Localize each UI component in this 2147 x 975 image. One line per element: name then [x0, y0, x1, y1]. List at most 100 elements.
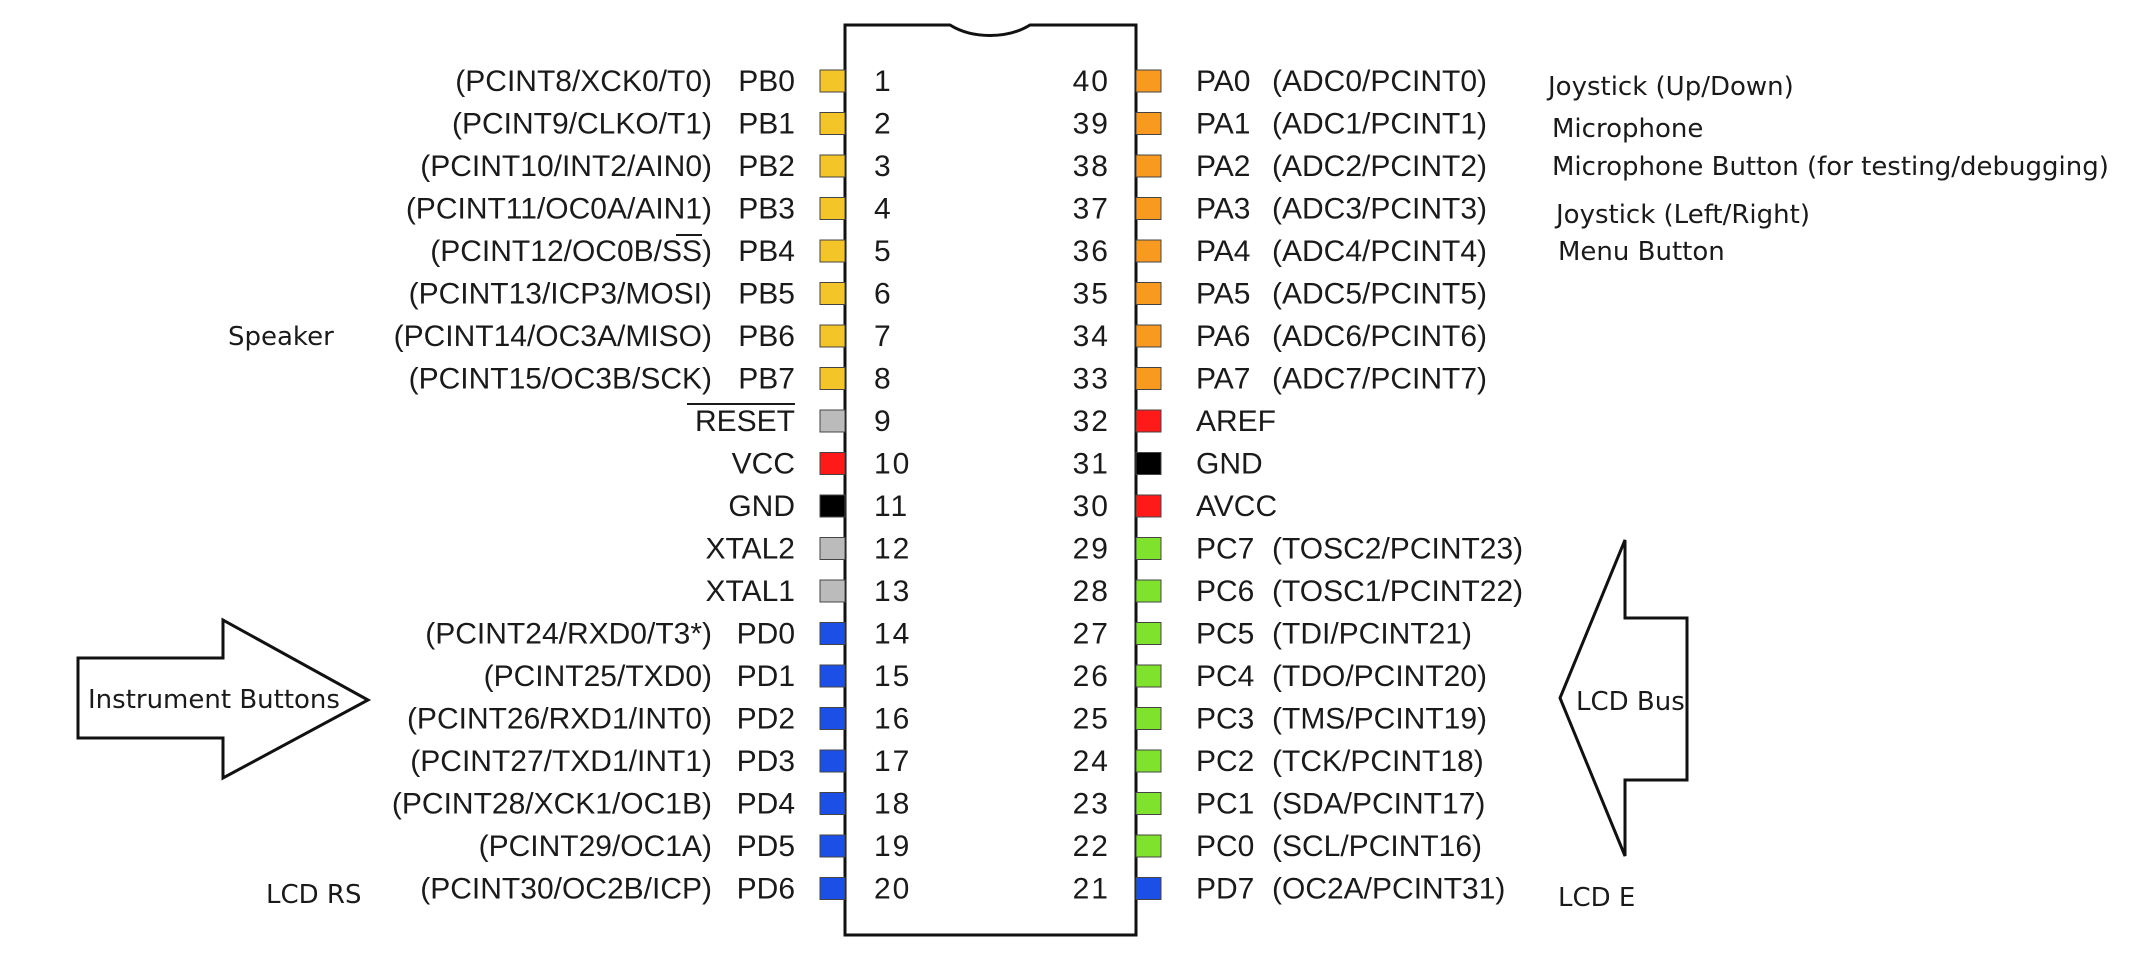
pin-name: PC0 — [1196, 830, 1254, 863]
pin-name: PB1 — [738, 108, 795, 141]
pin-number: 28 — [1073, 575, 1110, 608]
pin-40: 40 PA0 (ADC0/PCINT0) — [1073, 65, 1487, 98]
pin-number: 5 — [874, 235, 893, 268]
pin-name: PC3 — [1196, 703, 1254, 736]
pin-36: 36 PA4 (ADC4/PCINT4) — [1073, 235, 1487, 268]
note-joystick-up-down: Joystick (Up/Down) — [1546, 72, 1794, 102]
pin-number: 26 — [1073, 660, 1110, 693]
pin-number: 14 — [874, 618, 911, 651]
pin-name: AVCC — [1196, 490, 1277, 523]
pin-function: (PCINT25/TXD0) — [484, 660, 712, 693]
note-lcd-rs: LCD RS — [266, 880, 362, 910]
pin-marker — [819, 664, 846, 688]
pin-number: 25 — [1073, 703, 1110, 736]
pin-function: (ADC5/PCINT5) — [1272, 278, 1487, 311]
pin-name: PA3 — [1196, 193, 1250, 226]
pin-2: 2 PB1 (PCINT9/CLKO/T1) — [452, 108, 891, 141]
pin-marker — [1135, 324, 1162, 348]
pin-3: 3 PB2 (PCINT10/INT2/AIN0) — [420, 150, 893, 183]
pin-function: (PCINT13/ICP3/MOSI) — [409, 278, 712, 311]
pin-name: RESET — [695, 405, 795, 438]
pin-20: 20 PD6 (PCINT30/OC2B/ICP) — [420, 873, 911, 906]
pin-name: PA1 — [1196, 108, 1250, 141]
pin-marker — [819, 69, 846, 93]
pin-number: 17 — [874, 745, 911, 778]
pin-marker — [1135, 579, 1162, 603]
pin-number: 24 — [1073, 745, 1110, 778]
pin-number: 20 — [874, 873, 911, 906]
pin-function: (PCINT12/OC0B/SS) — [430, 235, 712, 268]
note-lcd-e: LCD E — [1558, 883, 1635, 913]
chip-body — [843, 23, 1138, 937]
pin-function: (PCINT8/XCK0/T0) — [455, 65, 712, 98]
pin-name: PB5 — [738, 278, 795, 311]
pin-marker — [819, 324, 846, 348]
pin-number: 22 — [1073, 830, 1110, 863]
pin-function: (TDI/PCINT21) — [1272, 618, 1472, 651]
pin-4: 4 PB3 (PCINT11/OC0A/AIN1) — [406, 193, 891, 226]
pin-name: PD5 — [737, 830, 795, 863]
pin-marker — [819, 367, 846, 390]
pin-function: (PCINT30/OC2B/ICP) — [420, 873, 712, 906]
pin-function: (PCINT11/OC0A/AIN1) — [406, 193, 712, 226]
pin-name: PD1 — [737, 660, 795, 693]
pin-marker — [1135, 622, 1162, 645]
pin-name: GND — [728, 490, 795, 523]
pin-function: (PCINT24/RXD0/T3*) — [425, 618, 712, 651]
pin-marker — [819, 494, 846, 518]
pin-22: 22 PC0 (SCL/PCINT16) — [1073, 830, 1482, 863]
pin-38: 38 PA2 (ADC2/PCINT2) — [1073, 150, 1487, 183]
note-joystick-left-right: Joystick (Left/Right) — [1554, 200, 1810, 230]
pin-function: (PCINT14/OC3A/MISO) — [394, 320, 712, 353]
pin-37: 37 PA3 (ADC3/PCINT3) — [1073, 193, 1487, 226]
pin-name: PB2 — [738, 150, 795, 183]
pin-name: PB6 — [738, 320, 795, 353]
pin-function: (ADC0/PCINT0) — [1272, 65, 1487, 98]
pin-name: PA6 — [1196, 320, 1250, 353]
pin-name: GND — [1196, 448, 1263, 481]
pin-number: 3 — [874, 150, 893, 183]
pin-15: 15 PD1 (PCINT25/TXD0) — [484, 660, 911, 693]
pin-marker — [819, 834, 846, 858]
pin-marker — [819, 579, 846, 603]
pin-16: 16 PD2 (PCINT26/RXD1/INT0) — [407, 703, 909, 736]
pin-35: 35 PA5 (ADC5/PCINT5) — [1073, 278, 1487, 311]
right-pin-column: 40 PA0 (ADC0/PCINT0) 39 PA1 (ADC1/PCINT1) 38 PA… — [1073, 65, 1524, 906]
pin-23: 23 PC1 (SDA/PCINT17) — [1073, 788, 1486, 821]
pin-28: 28 PC6 (TOSC1/PCINT22) — [1073, 575, 1524, 608]
pin-name: PD2 — [737, 703, 795, 736]
pin-marker — [819, 877, 846, 900]
pin-function: (TOSC2/PCINT23) — [1272, 533, 1523, 566]
pin-number: 7 — [874, 320, 893, 353]
pin-function: (ADC2/PCINT2) — [1272, 150, 1487, 183]
pin-name: PC6 — [1196, 575, 1254, 608]
pin-number: 19 — [874, 830, 911, 863]
pin-39: 39 PA1 (ADC1/PCINT1) — [1073, 108, 1487, 141]
pin-number: 31 — [1073, 448, 1110, 481]
left-pin-column: 1 PB0 (PCINT8/XCK0/T0) 2 PB1 (PCINT9/CLKO/T1)… — [392, 65, 911, 906]
pin-function: (PCINT9/CLKO/T1) — [452, 108, 712, 141]
pin-number: 29 — [1073, 533, 1110, 566]
pin-function: (PCINT29/OC1A) — [479, 830, 712, 863]
instrument-buttons-label: Instrument Buttons — [88, 685, 340, 715]
pin-number: 1 — [874, 65, 893, 98]
pin-function: (ADC1/PCINT1) — [1272, 108, 1487, 141]
pin-5: 5 PB4 (PCINT12/OC0B/SS) — [430, 235, 893, 268]
pin-number: 30 — [1073, 490, 1110, 523]
pin-marker — [819, 622, 846, 645]
note-microphone: Microphone — [1552, 114, 1703, 144]
pin-marker — [819, 792, 846, 815]
pin-6: 6 PB5 (PCINT13/ICP3/MOSI) — [409, 278, 891, 311]
pin-number: 32 — [1073, 405, 1110, 438]
note-microphone-button: Microphone Button (for testing/debugging… — [1552, 152, 2109, 182]
pin-marker — [819, 197, 846, 220]
pin-name: PA7 — [1196, 363, 1250, 396]
pin-number: 15 — [874, 660, 911, 693]
pin-function: (ADC6/PCINT6) — [1272, 320, 1487, 353]
pin-number: 39 — [1073, 108, 1110, 141]
pin-name: AREF — [1196, 405, 1276, 438]
pin-27: 27 PC5 (TDI/PCINT21) — [1073, 618, 1472, 651]
pin-number: 18 — [874, 788, 911, 821]
pin-marker — [1135, 282, 1162, 305]
pin-marker — [1135, 792, 1162, 815]
